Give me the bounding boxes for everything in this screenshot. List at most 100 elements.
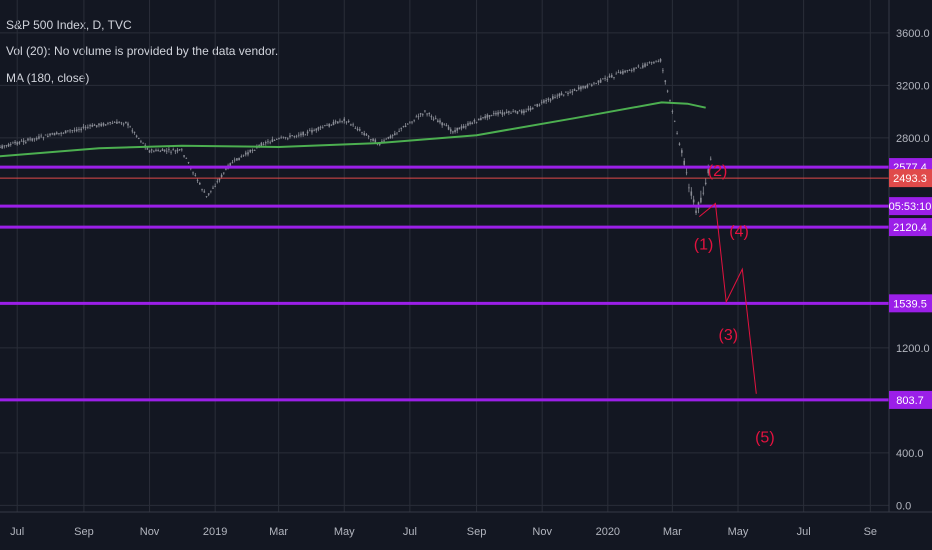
candle-body xyxy=(135,135,138,137)
candle-body xyxy=(210,190,212,192)
candle-body xyxy=(415,116,418,118)
candle-body xyxy=(102,123,105,126)
candle-body xyxy=(372,138,374,142)
candle-body xyxy=(577,87,580,90)
candle-body xyxy=(617,72,620,74)
candle-body xyxy=(42,137,45,139)
candle-body xyxy=(5,145,8,146)
wave-path xyxy=(698,202,757,394)
candle-body xyxy=(389,135,392,139)
last-price-label: 2493.3 xyxy=(893,173,927,185)
candle-body xyxy=(244,152,247,155)
candle-body xyxy=(573,89,576,91)
candle-body xyxy=(707,169,710,174)
candle-body xyxy=(51,133,54,135)
candle-body xyxy=(549,99,552,101)
candle-body xyxy=(253,150,256,151)
candle-body xyxy=(178,149,181,151)
candle-body xyxy=(398,130,400,132)
candle-body xyxy=(488,115,491,117)
candle-body xyxy=(304,134,307,136)
candle-body xyxy=(242,154,245,156)
candle-body xyxy=(492,113,495,115)
candle-body xyxy=(16,142,19,145)
candle-body xyxy=(218,178,221,181)
candle-body xyxy=(225,168,227,170)
candle-body xyxy=(529,107,532,111)
candle-body xyxy=(1,145,3,149)
y-tick-label: 400.0 xyxy=(896,448,924,460)
candle-body xyxy=(396,132,398,134)
candle-body xyxy=(633,68,635,71)
candle-body xyxy=(7,144,10,147)
candle-body xyxy=(60,132,62,134)
candle-body xyxy=(666,90,669,92)
candle-body xyxy=(264,142,267,144)
candle-body xyxy=(170,151,172,153)
candle-body xyxy=(238,157,240,161)
candle-body xyxy=(3,145,6,147)
candle-body xyxy=(567,92,569,95)
candle-body xyxy=(370,138,372,140)
candle-body xyxy=(428,112,431,115)
candle-body xyxy=(702,192,705,194)
candle-body xyxy=(695,210,697,213)
candle-body xyxy=(339,120,341,122)
candle-body xyxy=(328,124,330,127)
candle-body xyxy=(543,100,545,103)
candle-body xyxy=(87,126,89,128)
candle-body xyxy=(490,115,493,116)
candle-body xyxy=(118,121,120,123)
candle-body xyxy=(657,61,660,62)
candle-body xyxy=(646,64,649,66)
candle-body xyxy=(540,101,543,103)
candle-body xyxy=(432,118,435,120)
x-tick-label: May xyxy=(728,526,749,538)
candle-body xyxy=(137,138,140,139)
candle-body xyxy=(267,141,269,143)
candle-body xyxy=(709,158,712,160)
candle-body xyxy=(78,129,80,130)
candle-body xyxy=(131,130,134,132)
candle-body xyxy=(319,126,322,128)
candle-body xyxy=(176,149,179,152)
candle-body xyxy=(467,123,469,126)
candle-body xyxy=(91,124,94,127)
candle-body xyxy=(297,134,300,136)
candle-body xyxy=(569,91,571,93)
level-tag-label: 1539.5 xyxy=(893,298,927,310)
candle-body xyxy=(271,139,274,142)
x-tick-label: 2019 xyxy=(203,526,227,538)
candle-body xyxy=(157,150,159,152)
candle-body xyxy=(258,145,260,146)
level-tag-label: 803.7 xyxy=(896,395,924,407)
candle-body xyxy=(174,150,177,152)
candle-body xyxy=(273,140,276,142)
candle-body xyxy=(33,138,36,140)
ma-line xyxy=(0,101,706,158)
candle-body xyxy=(635,67,637,69)
chart-title: S&P 500 Index, D, TVC xyxy=(6,18,132,32)
candle-body xyxy=(269,142,271,144)
candle-body xyxy=(387,136,390,139)
candle-body xyxy=(262,144,265,146)
candle-body xyxy=(471,122,474,125)
price-axis[interactable] xyxy=(889,0,932,512)
candle-body xyxy=(685,172,688,174)
candle-body xyxy=(486,114,489,118)
candle-body xyxy=(404,125,407,128)
candle-body xyxy=(602,78,604,80)
candle-body xyxy=(452,131,454,133)
level-tag-label: 05:53:10 xyxy=(889,201,932,213)
candle-body xyxy=(49,133,51,136)
candle-body xyxy=(249,149,252,153)
wave-label: (2) xyxy=(708,163,728,180)
level-tag-label: 2120.4 xyxy=(893,222,927,234)
level-tag xyxy=(889,294,932,313)
candle-body xyxy=(53,133,56,136)
candle-body xyxy=(324,125,326,127)
wave-label: (3) xyxy=(719,327,739,344)
candle-body xyxy=(44,134,47,136)
candle-body xyxy=(547,98,550,100)
